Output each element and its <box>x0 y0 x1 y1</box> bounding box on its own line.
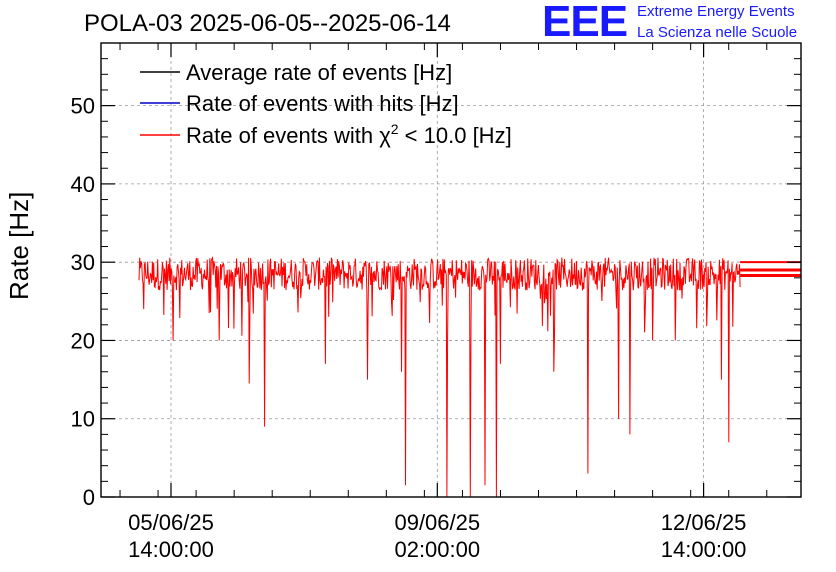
legend-label-chi2: Rate of events with χ2 < 10.0 [Hz] <box>186 121 512 148</box>
chart-title: POLA-03 2025-06-05--2025-06-14 <box>84 10 451 37</box>
y-tick-label: 10 <box>71 407 95 432</box>
axis-ticks <box>101 42 801 498</box>
y-tick-label: 50 <box>71 94 95 119</box>
axis-tick-labels: 0102030405005/06/2514:00:0009/06/2502:00… <box>71 94 747 562</box>
x-tick-label-date: 09/06/25 <box>394 510 480 535</box>
y-tick-label: 0 <box>83 485 95 510</box>
y-tick-label: 40 <box>71 172 95 197</box>
eee-logo: EEE <box>542 0 628 46</box>
x-tick-label-time: 02:00:00 <box>394 537 480 562</box>
legend: Average rate of events [Hz] Rate of even… <box>140 60 512 148</box>
x-tick-label-time: 14:00:00 <box>661 537 747 562</box>
legend-chi2-prefix: Rate of events with χ <box>186 123 391 148</box>
plot-frame <box>100 42 802 498</box>
x-tick-label-time: 14:00:00 <box>128 537 214 562</box>
series-layer <box>138 256 801 498</box>
legend-chi2-suffix: < 10.0 [Hz] <box>399 123 512 148</box>
series-chi2-trace <box>138 256 741 498</box>
grid-lines <box>101 43 801 497</box>
x-tick-label-date: 12/06/25 <box>661 510 747 535</box>
legend-label-avg: Average rate of events [Hz] <box>186 60 452 85</box>
legend-label-hits: Rate of events with hits [Hz] <box>186 91 459 116</box>
logo-subtitle-2: La Scienza nelle Scuole <box>637 24 798 41</box>
logo-subtitle-1: Extreme Energy Events <box>637 3 795 20</box>
x-tick-label-date: 05/06/25 <box>128 510 214 535</box>
y-tick-label: 20 <box>71 328 95 353</box>
legend-chi2-sup: 2 <box>391 121 399 137</box>
y-tick-label: 30 <box>71 250 95 275</box>
